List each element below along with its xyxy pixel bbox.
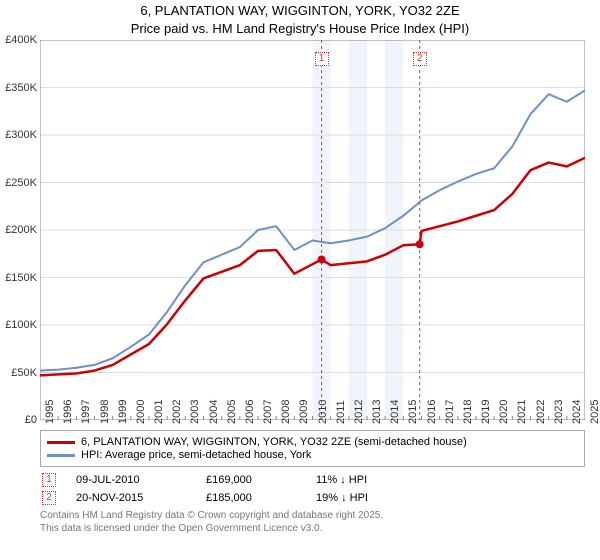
y-tick-label: £400K xyxy=(5,34,37,46)
y-tick-label: £150K xyxy=(5,272,37,284)
disclaimer-line1: Contains HM Land Registry data © Crown c… xyxy=(40,509,585,522)
x-tick-label: 2012 xyxy=(353,400,365,424)
x-tick-label: 2000 xyxy=(135,400,147,424)
sale-marker-top: 1 xyxy=(315,52,329,66)
sale-marker-top: 2 xyxy=(413,52,427,66)
x-tick-label: 1995 xyxy=(44,400,56,424)
x-tick-label: 1998 xyxy=(99,400,111,424)
x-tick-label: 2021 xyxy=(516,400,528,424)
x-tick-label: 2002 xyxy=(171,400,183,424)
y-tick-label: £300K xyxy=(5,129,37,141)
y-tick-label: £200K xyxy=(5,224,37,236)
sale-price: £185,000 xyxy=(206,492,296,504)
series-legend: 6, PLANTATION WAY, WIGGINTON, YORK, YO32… xyxy=(40,430,585,467)
sale-hpi-delta: 19% ↓ HPI xyxy=(316,492,368,504)
disclaimer: Contains HM Land Registry data © Crown c… xyxy=(40,509,585,535)
x-tick-label: 2022 xyxy=(535,400,547,424)
x-tick-label: 2004 xyxy=(208,400,220,424)
chart-title: 6, PLANTATION WAY, WIGGINTON, YORK, YO32… xyxy=(0,0,600,37)
title-line2: Price paid vs. HM Land Registry's House … xyxy=(0,20,600,38)
x-tick-label: 1999 xyxy=(117,400,129,424)
legend-label: 6, PLANTATION WAY, WIGGINTON, YORK, YO32… xyxy=(81,436,467,448)
x-tick-label: 2001 xyxy=(153,400,165,424)
title-line1: 6, PLANTATION WAY, WIGGINTON, YORK, YO32… xyxy=(0,2,600,20)
x-tick-label: 2010 xyxy=(317,400,329,424)
x-tick-label: 1996 xyxy=(62,400,74,424)
x-tick-label: 2024 xyxy=(571,400,583,424)
x-tick-label: 2005 xyxy=(226,400,238,424)
x-tick-label: 2014 xyxy=(389,400,401,424)
x-tick-label: 2016 xyxy=(426,400,438,424)
sale-date: 09-JUL-2010 xyxy=(76,474,186,486)
y-tick-label: £100K xyxy=(5,319,37,331)
y-tick-label: £350K xyxy=(5,82,37,94)
legend-row: 6, PLANTATION WAY, WIGGINTON, YORK, YO32… xyxy=(47,436,578,448)
x-tick-label: 2009 xyxy=(298,400,310,424)
chart-area: 12£0£50K£100K£150K£200K£250K£300K£350K£4… xyxy=(40,40,585,420)
x-tick-label: 2015 xyxy=(407,400,419,424)
x-tick-label: 1997 xyxy=(80,400,92,424)
legend-and-footnotes: 6, PLANTATION WAY, WIGGINTON, YORK, YO32… xyxy=(40,430,585,535)
x-tick-label: 2025 xyxy=(589,400,600,424)
sale-row: 2 20-NOV-2015 £185,000 19% ↓ HPI xyxy=(42,491,585,505)
sale-date: 20-NOV-2015 xyxy=(76,492,186,504)
disclaimer-line2: This data is licensed under the Open Gov… xyxy=(40,522,585,535)
x-tick-label: 2003 xyxy=(189,400,201,424)
legend-swatch xyxy=(47,454,75,457)
y-tick-label: £50K xyxy=(11,367,37,379)
y-tick-label: £250K xyxy=(5,177,37,189)
x-tick-label: 2017 xyxy=(444,400,456,424)
x-tick-label: 2013 xyxy=(371,400,383,424)
x-tick-label: 2011 xyxy=(335,400,347,424)
y-tick-label: £0 xyxy=(25,414,37,426)
sale-hpi-delta: 11% ↓ HPI xyxy=(316,474,367,486)
legend-label: HPI: Average price, semi-detached house,… xyxy=(81,449,311,461)
legend-swatch xyxy=(47,441,75,444)
sale-price: £169,000 xyxy=(206,474,296,486)
sales-list: 1 09-JUL-2010 £169,000 11% ↓ HPI 2 20-NOV-201… xyxy=(40,473,585,505)
x-tick-label: 2018 xyxy=(462,400,474,424)
x-tick-label: 2020 xyxy=(498,400,510,424)
sale-marker-icon: 2 xyxy=(42,491,56,505)
x-tick-label: 2008 xyxy=(280,400,292,424)
x-tick-label: 2007 xyxy=(262,400,274,424)
legend-row: HPI: Average price, semi-detached house,… xyxy=(47,449,578,461)
sale-marker-icon: 1 xyxy=(42,473,56,487)
sale-row: 1 09-JUL-2010 £169,000 11% ↓ HPI xyxy=(42,473,585,487)
x-tick-label: 2006 xyxy=(244,400,256,424)
x-tick-label: 2023 xyxy=(553,400,565,424)
x-tick-label: 2019 xyxy=(480,400,492,424)
line-chart xyxy=(40,40,585,420)
